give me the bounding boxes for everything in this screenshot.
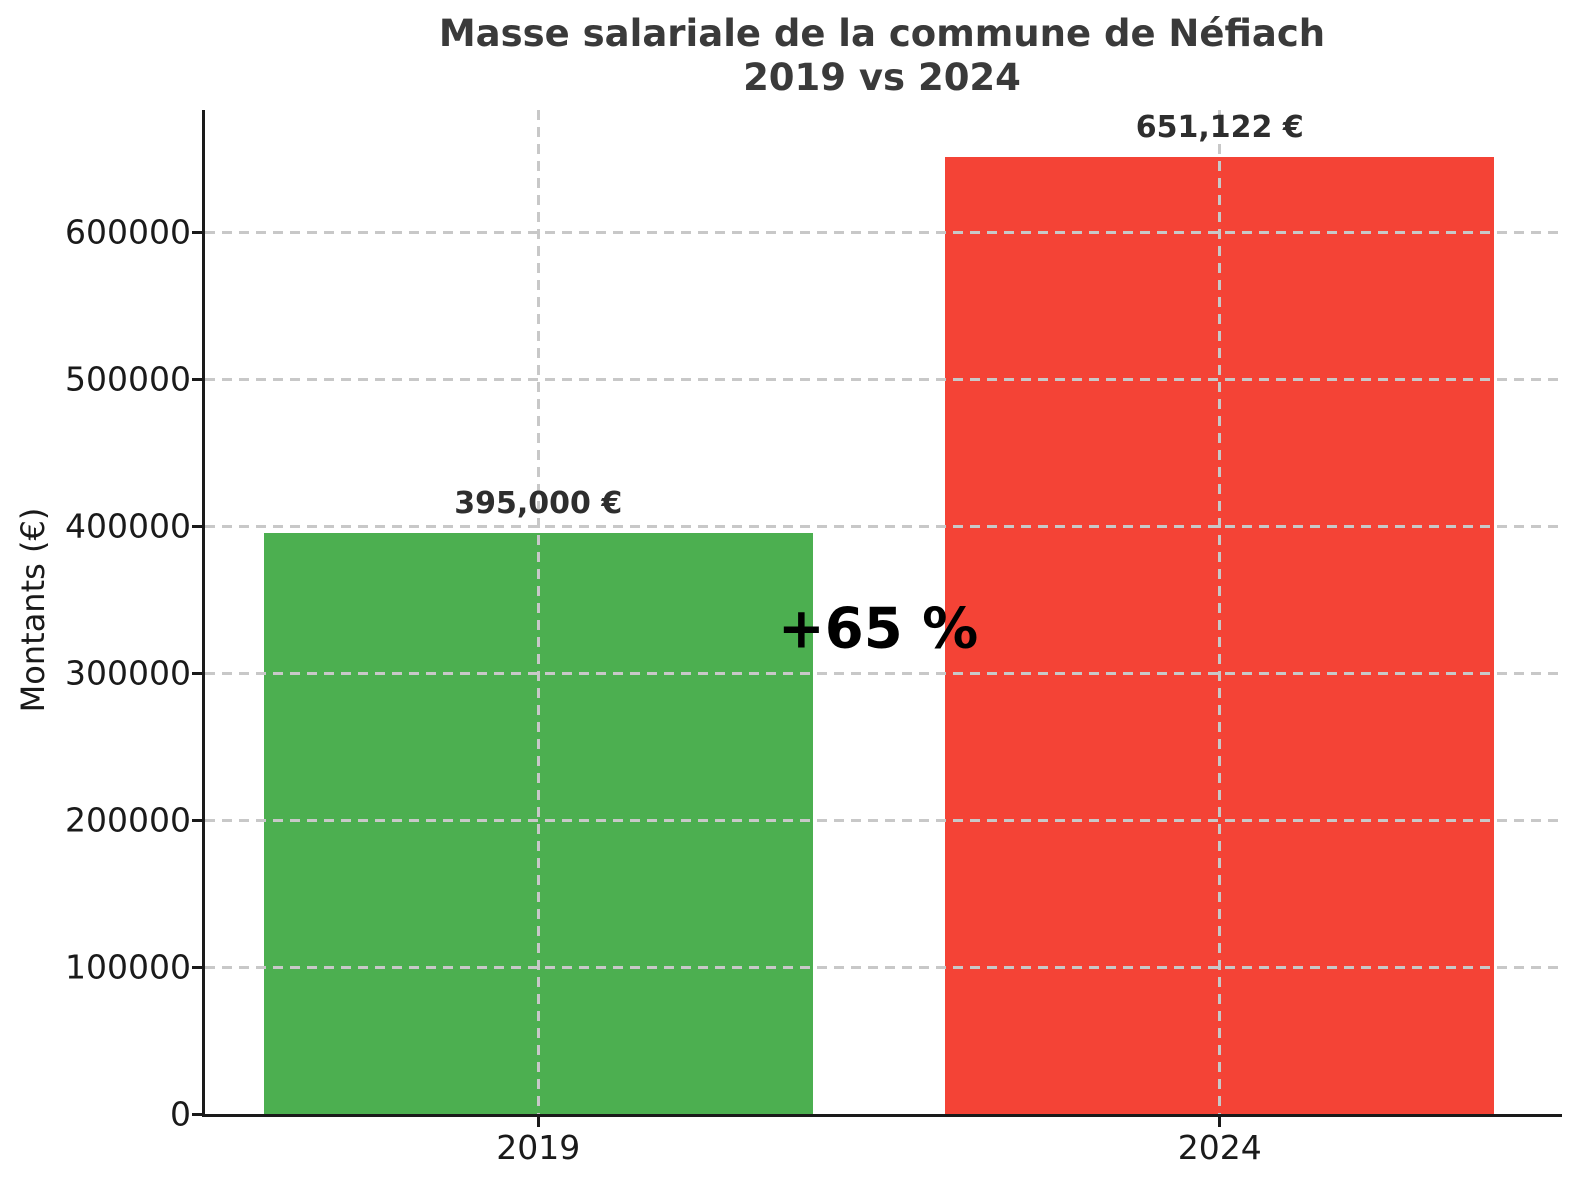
gridline-y-600000 xyxy=(205,230,1562,234)
chart-title: Masse salariale de la commune de Néfiach xyxy=(438,12,1326,55)
chart-title-block: Masse salariale de la commune de Néfiach… xyxy=(202,12,1562,101)
y-axis-title: Montants (€) xyxy=(14,507,52,713)
gridline-y-300000 xyxy=(205,671,1562,675)
y-tick-label-100000: 100000 xyxy=(65,947,191,987)
y-tick-label-400000: 400000 xyxy=(65,506,191,546)
x-tick-label-2024: 2024 xyxy=(1177,1128,1262,1167)
gridline-x-2019 xyxy=(536,110,540,1114)
y-tick-label-500000: 500000 xyxy=(65,359,191,399)
y-tick-label-600000: 600000 xyxy=(65,212,191,252)
y-tick-mark-0 xyxy=(192,1112,202,1116)
y-tick-mark-600000 xyxy=(192,230,202,234)
plot-area: +65 % 0 100000 200000 300000 400000 500000 600… xyxy=(65,109,1562,1167)
bar-value-label-2024: 651,122 € xyxy=(1135,109,1304,145)
y-tick-label-200000: 200000 xyxy=(65,800,191,840)
gridline-y-200000 xyxy=(205,818,1562,822)
x-tick-mark-2024 xyxy=(1218,1117,1222,1127)
gridline-y-400000 xyxy=(205,524,1562,528)
y-tick-mark-300000 xyxy=(192,671,202,675)
gridline-y-500000 xyxy=(205,377,1562,381)
percent-change-annotation: +65 % xyxy=(777,596,979,662)
y-tick-mark-100000 xyxy=(192,965,202,969)
y-tick-label-300000: 300000 xyxy=(65,653,191,693)
gridline-x-2024 xyxy=(1218,110,1222,1114)
x-tick-mark-2019 xyxy=(536,1117,540,1127)
y-tick-mark-500000 xyxy=(192,377,202,381)
y-tick-label-0: 0 xyxy=(170,1094,191,1134)
bar-value-label-2019: 395,000 € xyxy=(454,486,623,522)
y-tick-mark-400000 xyxy=(192,524,202,528)
gridline-y-100000 xyxy=(205,965,1562,969)
x-tick-label-2019: 2019 xyxy=(496,1128,581,1167)
chart-subtitle: 2019 vs 2024 xyxy=(743,56,1021,100)
y-tick-mark-200000 xyxy=(192,818,202,822)
